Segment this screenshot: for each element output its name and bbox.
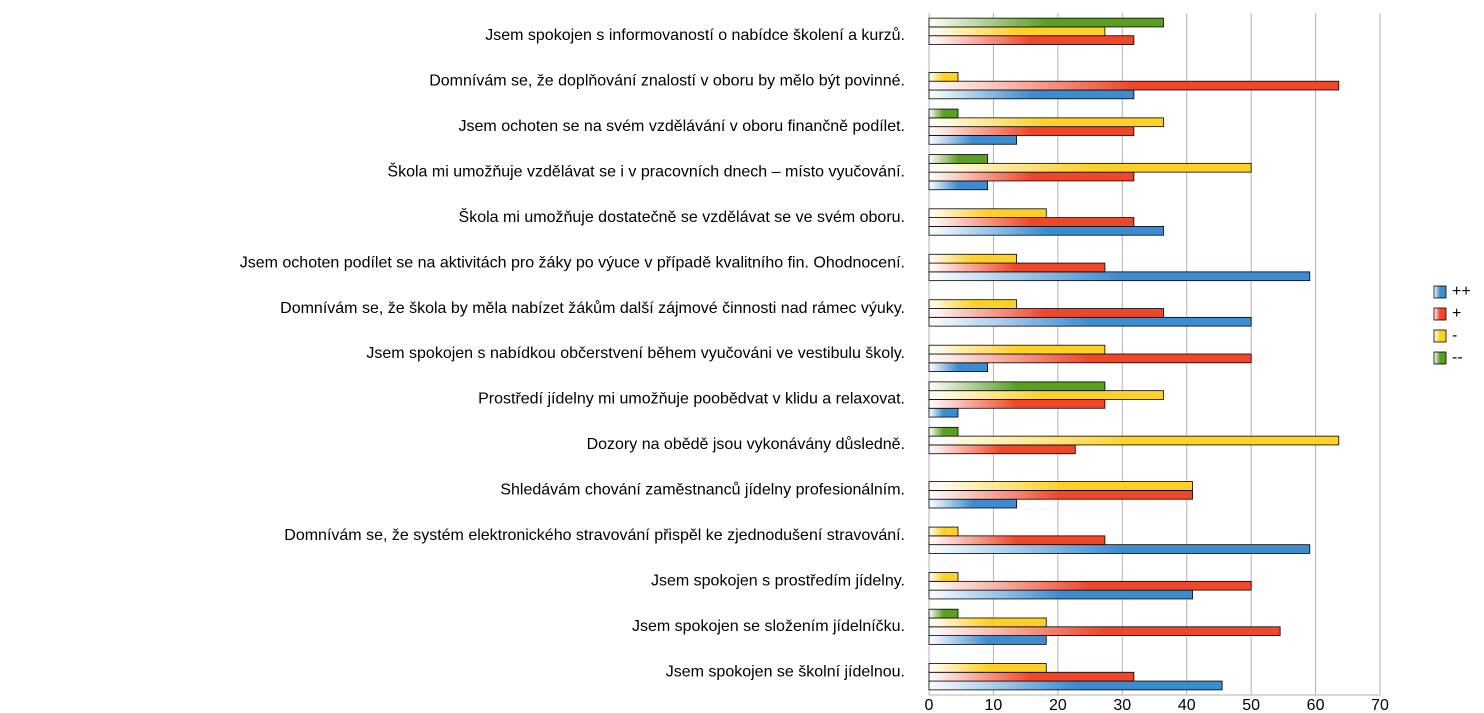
bar <box>928 407 959 418</box>
category-label: Domnívám se, že škola by měla nabízet žá… <box>280 299 905 317</box>
x-tick-label: 10 <box>985 697 1003 713</box>
bar <box>928 663 1047 673</box>
category-label: Domnívám se, že doplňování znalostí v ob… <box>429 72 905 89</box>
category-label: Dozory na obědě jsou vykonávány důsledně… <box>587 435 905 453</box>
bar <box>928 262 1106 273</box>
bar <box>928 135 1018 145</box>
legend-swatch <box>1433 307 1447 321</box>
bar <box>928 225 1164 236</box>
bar <box>928 444 1076 455</box>
x-tick-label: 0 <box>925 697 934 713</box>
category-label: Jsem spokojen se školní jídelnou. <box>666 663 905 680</box>
bar <box>928 544 1311 554</box>
x-tick-label: 70 <box>1371 697 1389 713</box>
bar <box>928 526 959 537</box>
bar <box>928 162 1252 173</box>
bar <box>928 35 1135 45</box>
category-label: Prostředí jídelny mi umožňuje poobědvat … <box>478 391 905 408</box>
bar <box>928 626 1281 636</box>
legend-swatch <box>1433 351 1447 365</box>
category-label: Jsem ochoten se na svém vzdělávání v obo… <box>459 118 905 135</box>
bar <box>928 271 1311 282</box>
x-tick-label: 40 <box>1178 697 1196 713</box>
category-label: Jsem spokojen s informovaností o nabídce… <box>485 26 905 44</box>
bar <box>928 353 1252 364</box>
bar <box>928 435 1340 446</box>
bar <box>928 253 1018 264</box>
bar <box>928 608 959 619</box>
bar <box>928 572 959 582</box>
bar <box>928 126 1135 136</box>
bar <box>928 80 1340 91</box>
legend-label: + <box>1452 305 1461 322</box>
bar <box>928 362 989 372</box>
bar <box>928 481 1193 491</box>
bar <box>928 180 989 191</box>
x-tick-label: 20 <box>1049 697 1067 713</box>
bar <box>928 390 1164 400</box>
category-label: Jsem spokojen s prostředím jídelny. <box>651 573 905 590</box>
bar <box>928 399 1106 409</box>
bar <box>928 154 989 164</box>
bar <box>928 17 1164 28</box>
bar <box>928 26 1106 37</box>
category-label: Shledávám chování zaměstnanců jídelny pr… <box>500 481 905 499</box>
bar <box>928 117 1164 128</box>
x-tick-label: 30 <box>1113 697 1131 713</box>
category-label: Škola mi umožňuje dostatečně se vzděláva… <box>459 207 905 226</box>
bar <box>928 580 1252 591</box>
category-label: Jsem spokojen s nabídkou občerstvení běh… <box>366 345 905 362</box>
bar <box>928 72 959 82</box>
legend-swatch <box>1433 285 1447 299</box>
bar <box>928 489 1193 500</box>
bar <box>928 299 1018 309</box>
x-tick-label: 50 <box>1242 697 1260 713</box>
category-label: Jsem ochoten podílet se na aktivitách pr… <box>240 254 905 271</box>
x-tick-label: 60 <box>1307 697 1325 713</box>
category-label: Domnívám se, že systém elektronického st… <box>284 527 905 544</box>
category-label: Jsem spokojen se složením jídelníčku. <box>632 618 905 635</box>
bar <box>928 426 959 437</box>
legend-swatch <box>1433 329 1447 343</box>
bar <box>928 535 1106 546</box>
bar <box>928 171 1135 182</box>
legend-label: ++ <box>1452 283 1471 300</box>
bar <box>928 108 959 119</box>
bar <box>928 589 1193 600</box>
bar <box>928 381 1106 392</box>
bar <box>928 208 1047 219</box>
bar <box>928 316 1252 327</box>
category-label: Škola mi umožňuje vzdělávat se i v praco… <box>387 161 905 180</box>
bar <box>928 217 1135 227</box>
bar <box>928 680 1223 691</box>
bar <box>928 671 1135 682</box>
bar <box>928 89 1135 100</box>
bar <box>928 617 1047 628</box>
legend-label: -- <box>1452 349 1463 366</box>
bar <box>928 635 1047 645</box>
bar <box>928 344 1106 355</box>
legend-label: - <box>1452 327 1457 344</box>
bar <box>928 498 1018 509</box>
bar <box>928 308 1164 318</box>
